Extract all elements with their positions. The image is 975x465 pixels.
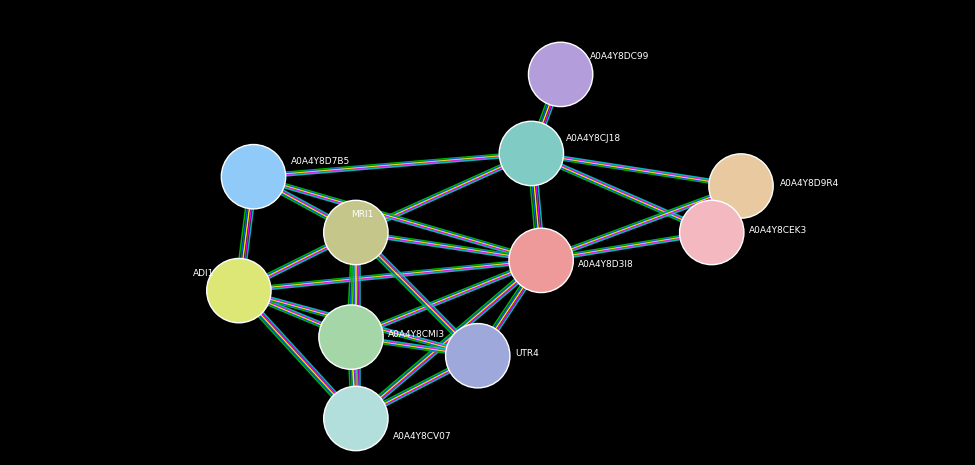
Ellipse shape bbox=[319, 305, 383, 369]
Ellipse shape bbox=[499, 121, 564, 186]
Ellipse shape bbox=[324, 386, 388, 451]
Ellipse shape bbox=[509, 228, 573, 292]
Text: A0A4Y8D3I8: A0A4Y8D3I8 bbox=[578, 259, 634, 269]
Text: A0A4Y8DC99: A0A4Y8DC99 bbox=[590, 52, 649, 61]
Text: MRI1: MRI1 bbox=[351, 210, 373, 219]
Text: ADI1: ADI1 bbox=[193, 269, 214, 279]
Text: A0A4Y8CEK3: A0A4Y8CEK3 bbox=[749, 226, 807, 235]
Text: UTR4: UTR4 bbox=[515, 349, 538, 359]
Text: A0A4Y8CV07: A0A4Y8CV07 bbox=[393, 432, 451, 441]
Text: A0A4Y8D7B5: A0A4Y8D7B5 bbox=[291, 157, 350, 166]
Ellipse shape bbox=[680, 200, 744, 265]
Ellipse shape bbox=[446, 324, 510, 388]
Ellipse shape bbox=[324, 200, 388, 265]
Text: A0A4Y8CMI3: A0A4Y8CMI3 bbox=[388, 330, 446, 339]
Ellipse shape bbox=[207, 259, 271, 323]
Ellipse shape bbox=[528, 42, 593, 106]
Ellipse shape bbox=[221, 145, 286, 209]
Text: A0A4Y8D9R4: A0A4Y8D9R4 bbox=[780, 179, 839, 188]
Ellipse shape bbox=[709, 154, 773, 218]
Text: A0A4Y8CJ18: A0A4Y8CJ18 bbox=[566, 134, 621, 143]
